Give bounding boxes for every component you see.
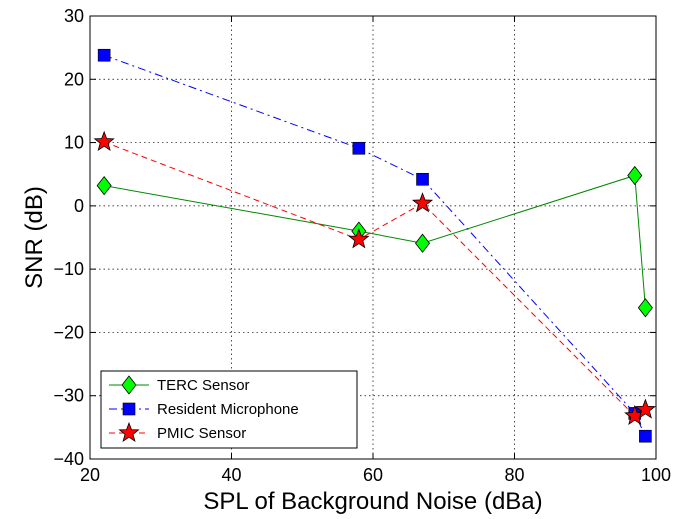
x-tick-label: 20 (80, 465, 100, 485)
series-pmic-sensor (93, 130, 656, 425)
legend-label: Resident Microphone (157, 401, 299, 418)
data-point (627, 165, 643, 186)
x-tick-label: 60 (363, 465, 383, 485)
y-tick-label: 10 (64, 133, 84, 153)
series-terc-sensor (96, 165, 653, 318)
y-tick-label: −10 (53, 259, 84, 279)
data-point (415, 233, 431, 253)
y-tick-label: 30 (64, 6, 84, 26)
y-tick-label: 0 (74, 196, 84, 216)
axis-ticks: 20 40 60 80 100 −40 −30 −20 −10 0 10 20 30 (53, 6, 671, 485)
data-point (416, 172, 429, 186)
legend-label: PMIC Sensor (157, 425, 246, 442)
legend-marker (118, 421, 140, 443)
data-point (96, 175, 112, 196)
series-line (104, 174, 646, 308)
legend-marker (122, 402, 136, 416)
legend-marker (121, 375, 137, 395)
data-point (352, 141, 366, 155)
data-point (634, 398, 656, 419)
data-point (348, 228, 370, 249)
y-axis-label: SNR (dB) (21, 186, 48, 289)
y-tick-label: 20 (64, 69, 84, 89)
data-point (639, 429, 652, 443)
legend: TERC Sensor Resident Microphone PMIC Senso… (100, 370, 358, 449)
x-tick-label: 80 (504, 465, 524, 485)
data-point (411, 192, 434, 213)
legend-box (100, 370, 358, 449)
x-tick-label: 100 (641, 465, 671, 485)
x-axis-label: SPL of Background Noise (dBa) (203, 488, 542, 515)
y-tick-label: −30 (53, 386, 84, 406)
data-point (637, 298, 653, 318)
y-tick-label: −20 (53, 322, 84, 342)
legend-label: TERC Sensor (157, 377, 250, 394)
data-point (93, 130, 115, 151)
x-tick-label: 40 (221, 465, 241, 485)
series-layer (93, 48, 656, 443)
data-point (97, 48, 111, 62)
y-tick-label: −40 (53, 449, 84, 469)
